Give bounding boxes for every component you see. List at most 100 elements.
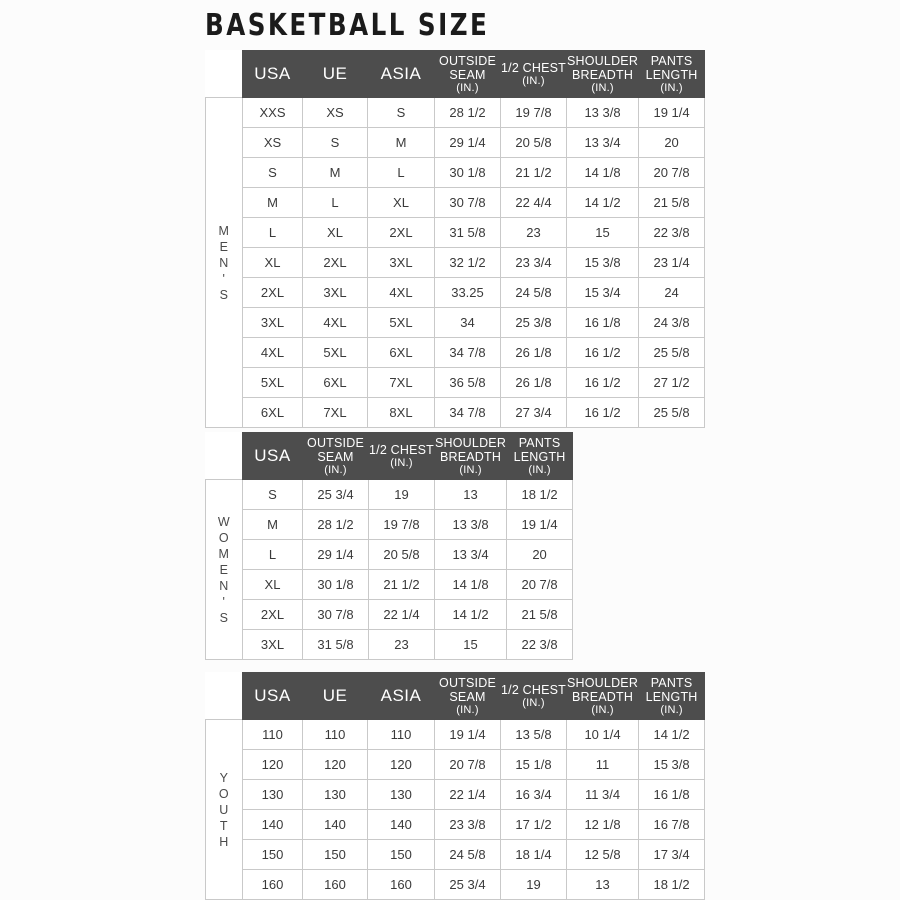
cell-mens-r2-c5: 14 1/8 (565, 157, 640, 188)
table-row: 140 140 140 23 3/8 17 1/2 12 1/8 16 7/8 (206, 809, 706, 840)
table-row: 2XL 30 7/8 22 1/4 14 1/2 21 5/8 (206, 599, 574, 630)
cell-mens-r4-c3: 31 5/8 (434, 217, 501, 248)
mens-header-half-chest-label: 1/2 CHEST (501, 60, 567, 75)
cell-womens-r4-c0: 2XL (242, 599, 303, 630)
cell-mens-r2-c6: 20 7/8 (638, 157, 706, 188)
mens-header-row: USA UE ASIA OUTSIDE SEAM (IN.) 1/2 CHEST… (206, 50, 706, 98)
youth-header-asia: ASIA (367, 672, 435, 720)
youth-header-shoulder-breadth-unit: (IN.) (591, 703, 614, 716)
cell-mens-r2-c4: 21 1/2 (500, 157, 567, 188)
cell-mens-r3-c0: M (242, 187, 303, 218)
cell-mens-r0-c0: XXS (242, 97, 303, 128)
cell-womens-r3-c0: XL (242, 569, 303, 600)
mens-header-ue: UE (302, 50, 368, 98)
womens-header-outside-seam-unit: (IN.) (324, 463, 347, 476)
cell-youth-r2-c6: 16 1/8 (638, 779, 706, 810)
cell-mens-r2-c0: S (242, 157, 303, 188)
group-label-text: Y O U T H (218, 770, 230, 849)
mens-header-shoulder-breadth-label: SHOULDER BREADTH (567, 53, 639, 82)
cell-mens-r8-c1: 5XL (302, 337, 368, 368)
cell-mens-r6-c4: 24 5/8 (500, 277, 567, 308)
table-row: XS S M 29 1/4 20 5/8 13 3/4 20 (206, 127, 706, 158)
cell-youth-r3-c0: 140 (242, 809, 303, 840)
cell-mens-r10-c1: 7XL (302, 397, 368, 428)
cell-mens-r5-c0: XL (242, 247, 303, 278)
cell-youth-r0-c6: 14 1/2 (638, 719, 706, 750)
cell-mens-r4-c4: 23 (500, 217, 567, 248)
table-row: M L XL 30 7/8 22 4/4 14 1/2 21 5/8 (206, 187, 706, 218)
group-label-womens: W O M E N ' S (205, 479, 243, 660)
cell-mens-r1-c3: 29 1/4 (434, 127, 501, 158)
cell-mens-r1-c4: 20 5/8 (500, 127, 567, 158)
cell-mens-r10-c6: 25 5/8 (638, 397, 706, 428)
mens-header-half-chest-unit: (IN.) (522, 74, 545, 87)
womens-header-pants-length: PANTS LENGTH (IN.) (506, 432, 574, 480)
mens-header-pants-length-label: PANTS LENGTH (645, 53, 698, 82)
cell-mens-r2-c1: M (302, 157, 368, 188)
table-row: 3XL 31 5/8 23 15 22 3/8 (206, 629, 574, 660)
cell-mens-r10-c2: 8XL (367, 397, 435, 428)
cell-youth-r5-c2: 160 (367, 869, 435, 900)
cell-mens-r6-c6: 24 (638, 277, 706, 308)
cell-womens-r5-c0: 3XL (242, 629, 303, 660)
cell-mens-r0-c2: S (367, 97, 435, 128)
cell-womens-r4-c4: 21 5/8 (506, 599, 574, 630)
cell-mens-r5-c2: 3XL (367, 247, 435, 278)
cell-mens-r4-c0: L (242, 217, 303, 248)
table-row: 150 150 150 24 5/8 18 1/4 12 5/8 17 3/4 (206, 839, 706, 870)
cell-mens-r7-c6: 24 3/8 (638, 307, 706, 338)
cell-mens-r1-c6: 20 (638, 127, 706, 158)
cell-youth-r1-c3: 20 7/8 (434, 749, 501, 780)
mens-header-outside-seam: OUTSIDE SEAM (IN.) (434, 50, 501, 98)
mens-size-table-block: USA UE ASIA OUTSIDE SEAM (IN.) 1/2 CHEST… (205, 50, 706, 428)
cell-youth-r0-c1: 110 (302, 719, 368, 750)
womens-header-outside-seam: OUTSIDE SEAM (IN.) (302, 432, 369, 480)
youth-table-body: Y O U T H 110 110 110 19 1/4 13 5/8 10 1/4 14 1… (205, 719, 706, 900)
cell-youth-r0-c3: 19 1/4 (434, 719, 501, 750)
cell-womens-r4-c3: 14 1/2 (433, 599, 508, 630)
cell-youth-r4-c6: 17 3/4 (638, 839, 706, 870)
cell-mens-r1-c2: M (367, 127, 435, 158)
cell-mens-r0-c4: 19 7/8 (500, 97, 567, 128)
mens-header-pants-length: PANTS LENGTH (IN.) (638, 50, 706, 98)
cell-mens-r4-c1: XL (302, 217, 368, 248)
cell-womens-r1-c1: 28 1/2 (302, 509, 369, 540)
cell-youth-r3-c6: 16 7/8 (638, 809, 706, 840)
youth-header-pants-length-unit: (IN.) (660, 703, 683, 716)
cell-mens-r0-c1: XS (302, 97, 368, 128)
mens-header-corner (206, 51, 243, 98)
cell-youth-r4-c1: 150 (302, 839, 368, 870)
cell-mens-r7-c5: 16 1/8 (565, 307, 640, 338)
cell-youth-r5-c4: 19 (500, 869, 567, 900)
cell-womens-r3-c2: 21 1/2 (368, 569, 435, 600)
womens-header-pants-length-label: PANTS LENGTH (513, 435, 566, 464)
youth-header-ue: UE (302, 672, 368, 720)
cell-mens-r9-c4: 26 1/8 (500, 367, 567, 398)
cell-womens-r1-c0: M (242, 509, 303, 540)
youth-header-outside-seam: OUTSIDE SEAM (IN.) (434, 672, 501, 720)
womens-size-table-block: USA OUTSIDE SEAM (IN.) 1/2 CHEST (IN.) S… (205, 432, 574, 660)
table-row: 3XL 4XL 5XL 34 25 3/8 16 1/8 24 3/8 (206, 307, 706, 338)
youth-header-pants-length: PANTS LENGTH (IN.) (638, 672, 706, 720)
womens-header-half-chest: 1/2 CHEST (IN.) (368, 432, 435, 480)
cell-womens-r4-c2: 22 1/4 (368, 599, 435, 630)
cell-youth-r3-c5: 12 1/8 (565, 809, 640, 840)
table-row: S M L 30 1/8 21 1/2 14 1/8 20 7/8 (206, 157, 706, 188)
cell-mens-r1-c5: 13 3/4 (565, 127, 640, 158)
group-label-text: W O M E N ' S (217, 514, 231, 625)
cell-mens-r5-c4: 23 3/4 (500, 247, 567, 278)
cell-mens-r9-c3: 36 5/8 (434, 367, 501, 398)
cell-mens-r6-c3: 33.25 (434, 277, 501, 308)
womens-header-corner (206, 433, 243, 480)
cell-womens-r3-c4: 20 7/8 (506, 569, 574, 600)
page-title: BASKETBALL SIZE (205, 8, 490, 43)
cell-mens-r7-c4: 25 3/8 (500, 307, 567, 338)
cell-mens-r7-c3: 34 (434, 307, 501, 338)
cell-youth-r1-c0: 120 (242, 749, 303, 780)
table-row: 130 130 130 22 1/4 16 3/4 11 3/4 16 1/8 (206, 779, 706, 810)
cell-mens-r0-c6: 19 1/4 (638, 97, 706, 128)
table-row: 2XL 3XL 4XL 33.25 24 5/8 15 3/4 24 (206, 277, 706, 308)
mens-table-header: USA UE ASIA OUTSIDE SEAM (IN.) 1/2 CHEST… (206, 50, 706, 98)
womens-table-header: USA OUTSIDE SEAM (IN.) 1/2 CHEST (IN.) S… (206, 432, 574, 480)
cell-mens-r4-c6: 22 3/8 (638, 217, 706, 248)
